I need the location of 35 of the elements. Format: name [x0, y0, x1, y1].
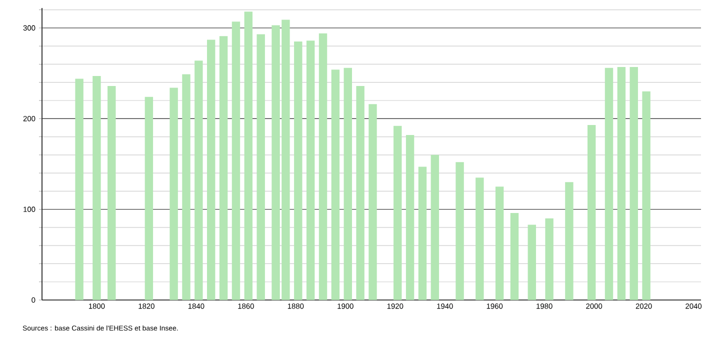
bar — [75, 78, 84, 300]
bar — [144, 96, 154, 300]
bar — [368, 104, 377, 300]
bar — [294, 42, 302, 300]
bar — [456, 162, 464, 300]
bar — [642, 91, 650, 300]
bar — [232, 22, 240, 300]
bar — [244, 12, 253, 300]
bar — [331, 70, 340, 300]
bar — [182, 74, 190, 300]
bar — [565, 182, 574, 300]
bar — [587, 124, 596, 300]
bar — [344, 68, 352, 300]
bar — [476, 178, 484, 300]
bar — [630, 66, 638, 300]
bar — [256, 34, 265, 300]
bar — [528, 224, 536, 300]
bar — [318, 33, 328, 300]
bar — [170, 88, 178, 300]
bar — [92, 76, 101, 300]
bar — [545, 218, 554, 300]
bar — [510, 212, 519, 300]
bar — [406, 134, 414, 300]
bar — [108, 86, 116, 300]
bar — [394, 126, 402, 300]
bar — [356, 86, 364, 300]
bar — [418, 166, 427, 300]
bar — [430, 154, 440, 300]
bar — [207, 40, 216, 300]
bar — [194, 60, 203, 300]
bar — [306, 40, 315, 300]
bar — [219, 36, 228, 300]
bar — [495, 186, 504, 300]
bar — [604, 68, 614, 300]
bar — [617, 66, 626, 300]
